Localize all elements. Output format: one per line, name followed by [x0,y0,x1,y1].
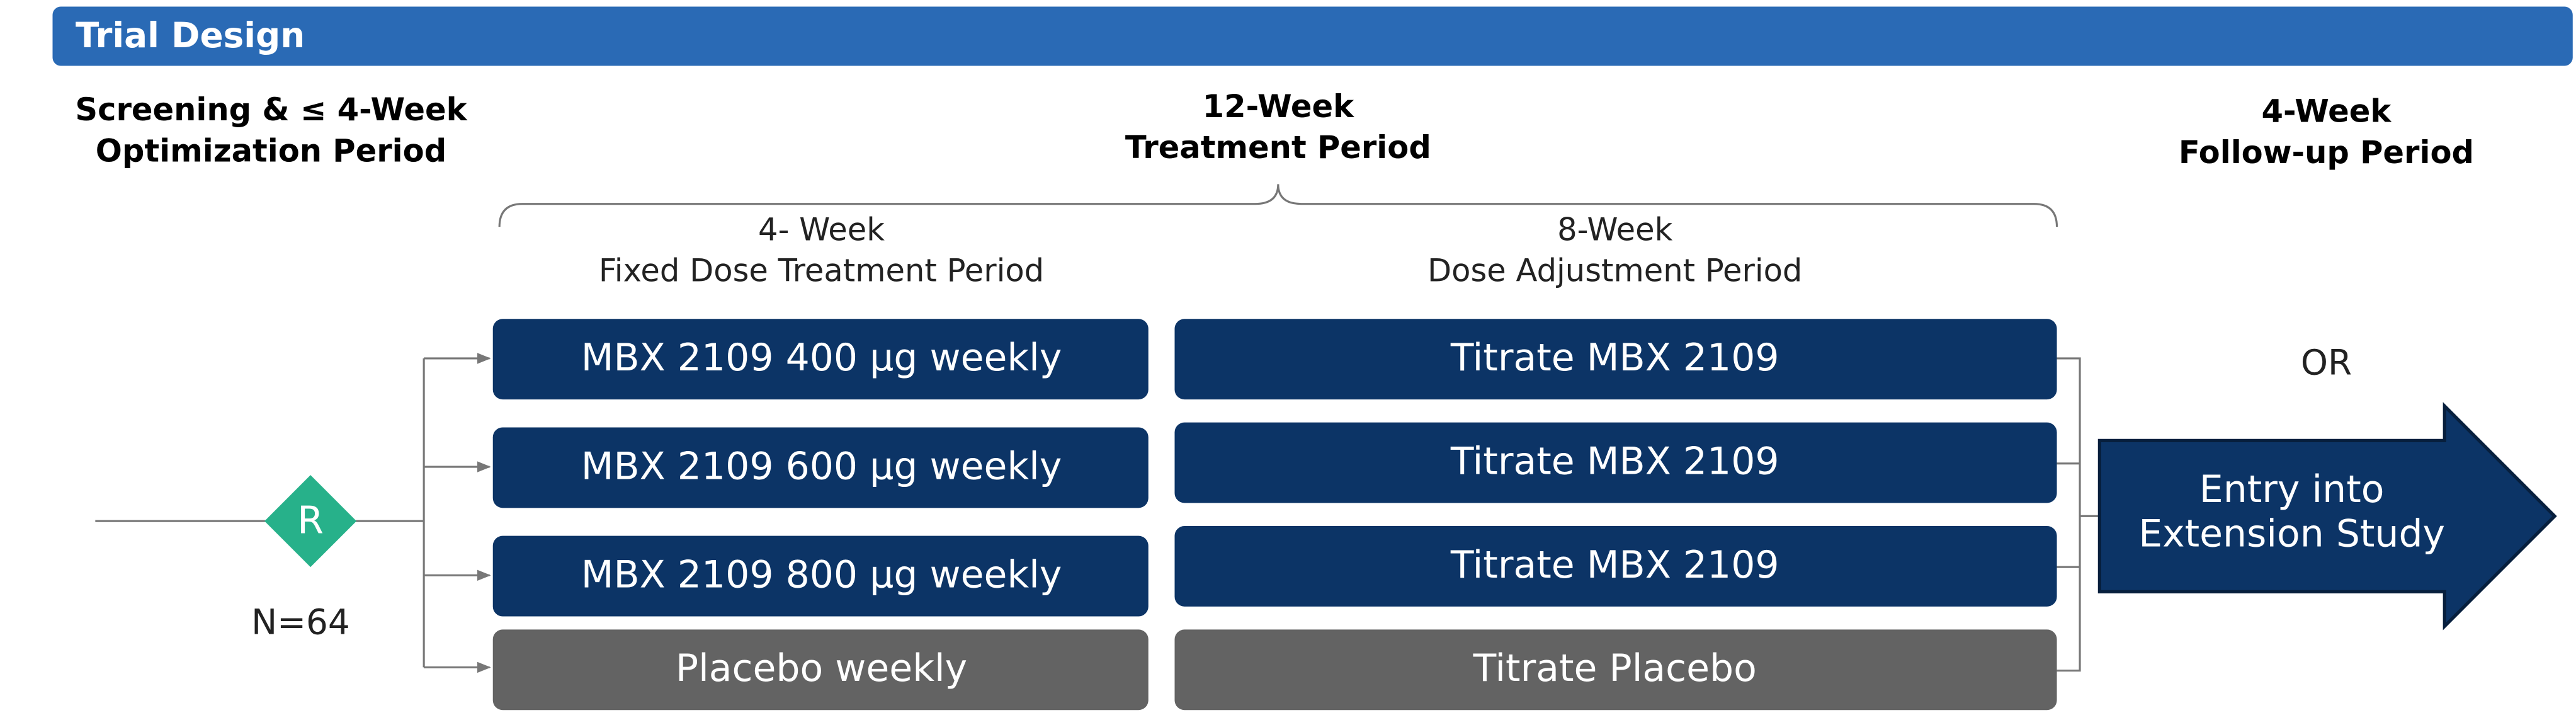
screening-label: Optimization Period [96,132,446,169]
screening-label: Screening & ≤ 4-Week [75,91,467,128]
randomization-label: R [297,498,324,542]
period-label: Dose Adjustment Period [1427,253,1802,289]
arm-label: MBX 2109 600 µg weekly [581,444,1062,488]
brace [498,184,2058,227]
arm-box [492,427,1149,508]
period-label: 4- Week [758,211,885,248]
arms: MBX 2109 400 µg weekly Titrate MBX 2109 MB… [492,319,2057,711]
header-bar [52,6,2573,66]
arm-box [492,629,1149,711]
extension-arrow [2097,402,2557,631]
arm-box [492,319,1149,400]
arm-label: Titrate MBX 2109 [1450,543,1779,587]
randomization-diamond [264,475,357,568]
arm-box [1174,629,2057,711]
connectors [95,353,2100,673]
sample-size: N=64 [251,602,350,643]
extension-label: Extension Study [2138,511,2445,556]
arm-box [1174,422,2057,503]
or-label: OR [2301,342,2352,382]
arm-box [1174,526,2057,607]
arm-label: MBX 2109 800 µg weekly [581,552,1062,597]
extension-label: Entry into [2199,467,2385,511]
period-label: 8-Week [1557,211,1672,248]
header-title: Trial Design [76,15,305,55]
arm-label: Titrate MBX 2109 [1450,336,1779,380]
arm-label: Titrate Placebo [1473,646,1757,690]
arm-box [1174,319,2057,400]
treatment-label: 12-Week [1203,88,1354,125]
treatment-label: Treatment Period [1125,129,1431,166]
arm-label: MBX 2109 400 µg weekly [581,336,1062,380]
arm-label: Titrate MBX 2109 [1450,439,1779,483]
followup-label: Follow-up Period [2179,134,2474,171]
arm-label: Placebo weekly [676,646,967,690]
followup-label: 4-Week [2261,93,2392,130]
period-label: Fixed Dose Treatment Period [599,253,1044,289]
arm-box [492,535,1149,617]
